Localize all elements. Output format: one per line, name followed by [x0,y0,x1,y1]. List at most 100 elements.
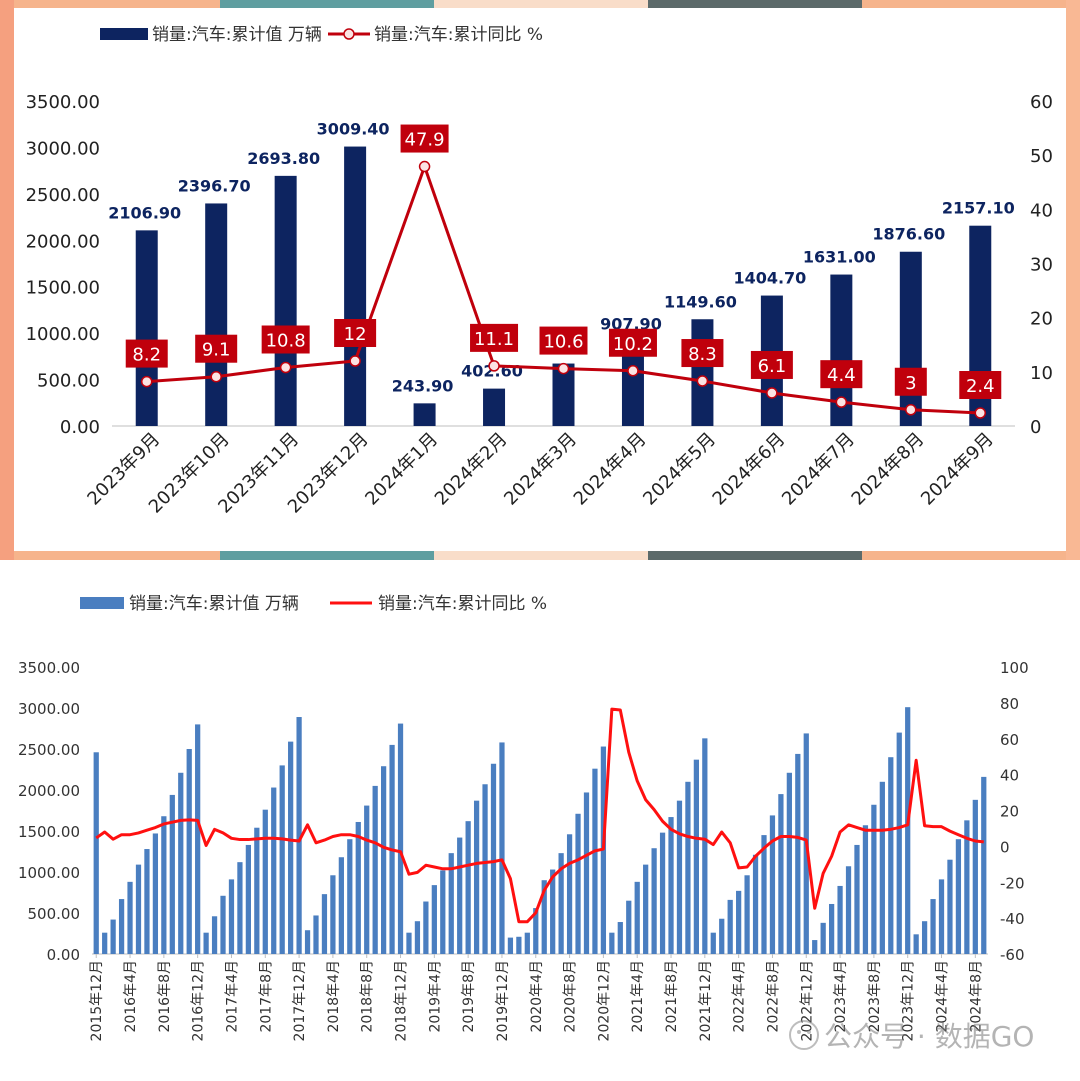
legend-line-label: 销量:汽车:累计同比 % [374,25,543,45]
bar [972,799,978,954]
bar [473,800,480,954]
category-tick-label: 2024年1月 [361,429,442,510]
line-label-box [894,367,927,396]
line-label-box [539,326,588,355]
category-tick-label: 2024年2月 [431,429,512,510]
x-tick-label: 2020年12月 [596,960,612,1041]
bar [457,837,463,954]
category-tick-label: 2024年5月 [639,429,720,510]
bar [575,813,581,954]
bar [440,870,446,954]
bar [431,885,437,954]
left-axis-tick-label: 1500.00 [18,823,80,841]
frame-bottom-stripe [434,551,648,560]
bar [364,805,370,954]
bar [634,881,640,954]
x-tick-label: 2018年4月 [326,960,342,1033]
yoy-line [95,707,984,924]
x-tick-label: 2019年4月 [427,960,443,1033]
x-tick-label: 2022年8月 [765,960,781,1033]
left-axis-tick-label: 2000.00 [18,782,80,800]
x-tick-label: 2016年8月 [157,960,173,1033]
bar [566,834,573,954]
x-tick-label: 2021年4月 [630,960,646,1033]
bar [110,919,116,954]
left-axis-tick-label: 2000.00 [26,231,100,252]
frame-top-stripe [434,0,648,8]
bar [930,899,936,954]
right-axis-tick-label: 40 [1030,200,1053,221]
left-axis-tick-label: 0.00 [60,417,100,438]
left-axis-tick-label: 3000.00 [26,138,100,159]
bar [304,930,311,954]
bar [769,815,776,954]
legend-bar-swatch [80,597,124,609]
bar [837,885,843,954]
bar [761,835,767,954]
x-tick-label: 2016年12月 [191,960,207,1041]
x-tick-label: 2018年8月 [360,960,376,1033]
x-tick-label: 2016年4月 [123,960,139,1033]
right-axis-tick-label: -40 [1000,910,1025,928]
line-data-label: 3 [905,373,916,394]
bar [795,753,801,954]
bar-data-label: 3009.40 [317,120,390,139]
yoy-marker [905,404,917,416]
bar [330,875,336,954]
bar [347,839,353,954]
yoy-marker [210,370,222,383]
top-panel-frame [0,0,1080,560]
bar [778,794,784,954]
yoy-marker [140,375,153,388]
right-axis-tick-label: 20 [1030,309,1053,330]
bar [152,833,159,954]
right-axis-tick-label: -20 [1000,874,1025,892]
bar [499,742,505,954]
bar [845,866,852,954]
watermark: 公众号 · 数据GO [789,1020,1034,1053]
line-data-label: 2.4 [966,376,995,397]
bar [693,759,699,954]
bar [195,724,201,954]
bar [169,794,175,954]
frame-bottom-stripe [220,551,434,560]
bar [93,752,99,954]
bar [752,854,759,954]
line-label-box [470,323,519,352]
x-tick-label: 2022年4月 [732,960,748,1033]
bar [178,772,184,954]
x-tick-label: 2015年12月 [89,960,105,1041]
right-axis-tick-label: 100 [1000,659,1029,677]
x-tick-label: 2018年12月 [394,960,410,1041]
left-axis-tick-label: 2500.00 [18,741,80,759]
line-data-label: 8.3 [688,344,717,365]
bar [211,916,218,954]
bar [127,881,133,954]
bar [372,785,378,954]
legend-bar-label: 销量:汽车:累计值 万辆 [152,25,322,45]
bar-data-label: 1631.00 [803,248,876,267]
line-data-label: 8.2 [132,345,161,366]
bar [702,738,708,954]
x-tick-label: 2021年12月 [698,960,714,1041]
bar [338,857,344,954]
line-data-label: 10.6 [543,332,583,353]
bar [955,839,962,954]
bar [621,341,644,426]
line-data-label: 9.1 [202,340,231,361]
bar-data-label: 2396.70 [178,176,251,195]
bar [862,825,869,954]
category-tick-label: 2024年7月 [778,429,859,510]
bar [161,816,167,954]
bar [744,875,750,954]
bar [659,832,666,954]
line-label-box [195,334,238,363]
left-axis-tick-label: 1500.00 [26,278,100,299]
bar-data-label: 2693.80 [247,149,320,168]
bar [313,915,319,954]
bar-data-label: 1404.70 [733,269,806,288]
wechat-official-account-icon [789,1020,819,1050]
bar [676,800,683,954]
bar [344,146,367,426]
